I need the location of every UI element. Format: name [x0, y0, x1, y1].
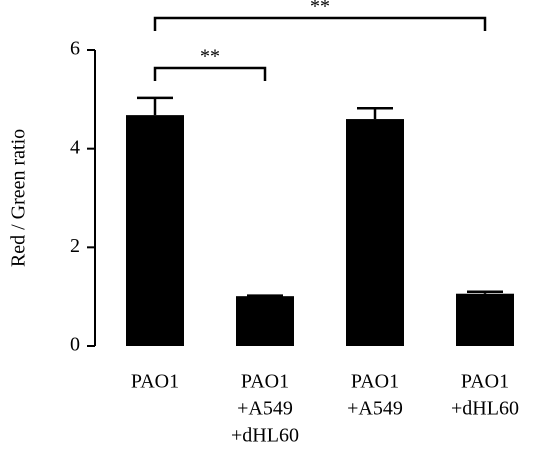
- error-bar: [357, 106, 393, 120]
- y-tick-label: 0: [70, 334, 80, 356]
- y-tick-label: 2: [70, 235, 80, 257]
- y-tick-label: 4: [70, 136, 80, 158]
- error-bar: [467, 290, 503, 294]
- x-tick-label: +A549: [347, 398, 403, 420]
- y-tick-label: 6: [70, 38, 80, 60]
- error-bar: [137, 96, 173, 116]
- x-tick-label: PAO1: [351, 371, 399, 393]
- significance-bracket: [153, 66, 267, 81]
- x-tick-label: +dHL60: [451, 398, 519, 420]
- x-tick-label: +A549: [237, 398, 293, 420]
- x-tick-label: +dHL60: [231, 425, 299, 447]
- significance-label: **: [200, 46, 220, 68]
- x-tick-label: PAO1: [461, 371, 509, 393]
- x-tick-label: PAO1: [241, 371, 289, 393]
- significance-label: **: [310, 0, 330, 18]
- bar: [346, 119, 404, 346]
- bar: [236, 296, 294, 346]
- bar: [126, 115, 184, 347]
- significance-bracket: [153, 16, 487, 31]
- bar: [456, 293, 514, 346]
- y-axis-label: Red / Green ratio: [8, 129, 30, 267]
- x-tick-label: PAO1: [131, 371, 179, 393]
